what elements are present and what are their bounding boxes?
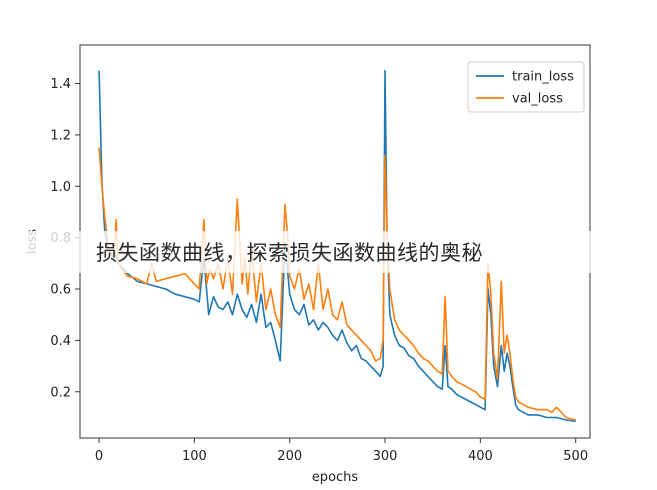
y-tick-label-1: 1.0 [50,180,71,195]
y-tick-label-0.4: 0.4 [50,334,71,349]
x-tick-label-500: 500 [563,449,588,464]
x-tick-label-0: 0 [95,449,103,464]
legend-label-val-loss: val_loss [512,92,563,107]
x-tick-label-300: 300 [373,449,398,464]
series-line-val-loss [98,147,576,421]
legend: train_loss val_loss [467,61,585,113]
legend-label-train-loss: train_loss [512,70,574,85]
x-tick-label-400: 400 [468,449,493,464]
x-axis-label: epochs [312,470,359,485]
legend-box [467,61,585,113]
y-tick-label-0.2: 0.2 [50,385,71,400]
x-tick-label-200: 200 [277,449,302,464]
y-tick-label-0.6: 0.6 [50,283,71,298]
y-tick-label-1.2: 1.2 [50,128,71,143]
x-tick-labels: 0 100 200 300 400 500 [95,449,588,464]
caption-text: 损失函数曲线，探索损失函数曲线的奥秘 [96,241,483,265]
caption-banner: 损失函数曲线，探索损失函数曲线的奥秘 [0,231,657,273]
x-tick-label-100: 100 [182,449,207,464]
y-tick-label-1.4: 1.4 [50,77,71,92]
